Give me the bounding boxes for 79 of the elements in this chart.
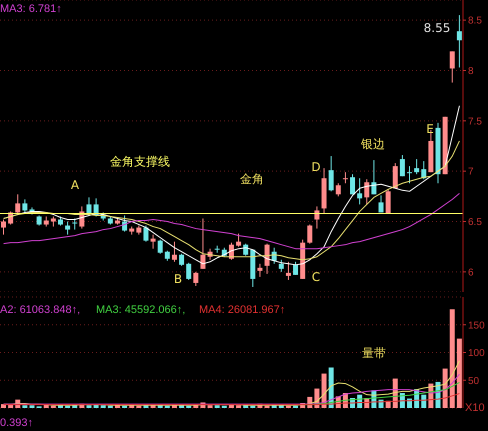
candlestick xyxy=(336,182,341,197)
candlestick xyxy=(172,241,177,262)
candlestick xyxy=(72,218,78,230)
line-series xyxy=(3,393,460,406)
candlestick xyxy=(50,216,56,228)
candlestick xyxy=(364,178,370,205)
candlestick xyxy=(328,156,334,192)
y-tick-label: 6.5 xyxy=(468,217,482,228)
candlestick xyxy=(307,224,312,244)
candlestick xyxy=(65,221,70,236)
candlestick xyxy=(286,261,291,280)
candlestick xyxy=(371,160,376,195)
candlestick xyxy=(36,214,42,226)
y-tick-label: 6 xyxy=(468,267,474,278)
candlestick xyxy=(136,225,142,236)
candlestick xyxy=(350,174,356,195)
candlestick xyxy=(414,158,420,175)
annotation: C xyxy=(312,270,320,284)
y-tick-label: 8 xyxy=(468,66,474,78)
annotation: A xyxy=(70,178,80,192)
candlestick xyxy=(450,50,455,84)
candlestick xyxy=(15,194,20,214)
bar xyxy=(236,405,242,408)
candlestick xyxy=(264,243,270,274)
bar xyxy=(208,405,213,408)
bar xyxy=(22,405,28,408)
line-series xyxy=(3,192,460,250)
y-tick-label: 7 xyxy=(468,166,474,178)
y-tick-label: 50 xyxy=(468,376,480,387)
candlestick xyxy=(186,262,192,280)
candlestick xyxy=(58,216,63,226)
bar xyxy=(214,405,220,408)
candlestick xyxy=(44,216,49,228)
candlestick xyxy=(179,253,184,266)
annotation: MA3: 6.781↑ xyxy=(0,2,62,16)
text: 0.393↑ xyxy=(0,416,34,430)
annotation: 8.55 xyxy=(424,21,450,35)
annotation: 银边 xyxy=(361,137,385,151)
candlestick xyxy=(143,225,148,242)
bar xyxy=(442,368,448,408)
candlestick xyxy=(150,234,156,250)
annotation: MA4: 26081.967↑ xyxy=(199,303,286,317)
y-tick-label: 8.5 xyxy=(468,16,482,27)
candlestick xyxy=(236,233,242,248)
candlestick xyxy=(22,198,28,213)
annotation: MA3: 45592.066↑, xyxy=(96,303,186,317)
bar xyxy=(456,338,462,408)
candlestick xyxy=(193,271,198,286)
annotation: E xyxy=(426,122,434,136)
candlestick xyxy=(456,14,462,68)
candlestick xyxy=(164,250,170,262)
annotation: 金角 xyxy=(240,172,264,186)
candlestick xyxy=(386,188,391,214)
candlestick xyxy=(378,194,384,213)
candlestick xyxy=(342,172,348,184)
candlestick xyxy=(200,218,206,270)
y-tick-label: 150 xyxy=(468,320,486,332)
text: X10 xyxy=(465,401,485,415)
bar xyxy=(421,394,426,408)
candlestick xyxy=(278,259,284,272)
bar xyxy=(86,405,92,408)
annotation: 量带 xyxy=(362,346,386,360)
candlestick xyxy=(357,178,362,205)
y-tick-label: 100 xyxy=(468,348,486,360)
annotation: B xyxy=(174,272,182,286)
annotation: A2: 61063.848↑, xyxy=(0,303,80,317)
annotation: D xyxy=(311,160,321,174)
candlestick xyxy=(257,263,262,278)
line-series xyxy=(3,374,460,405)
ref-line-label: 金角支撑线 xyxy=(110,154,170,168)
bar xyxy=(29,405,34,408)
candlestick xyxy=(407,166,412,184)
candlestick xyxy=(1,219,6,236)
bar xyxy=(450,309,455,408)
bar xyxy=(100,405,106,408)
candlestick xyxy=(293,261,298,276)
y-tick-label: 7.5 xyxy=(468,116,482,128)
candlestick xyxy=(158,239,163,254)
candlestick xyxy=(400,154,405,177)
